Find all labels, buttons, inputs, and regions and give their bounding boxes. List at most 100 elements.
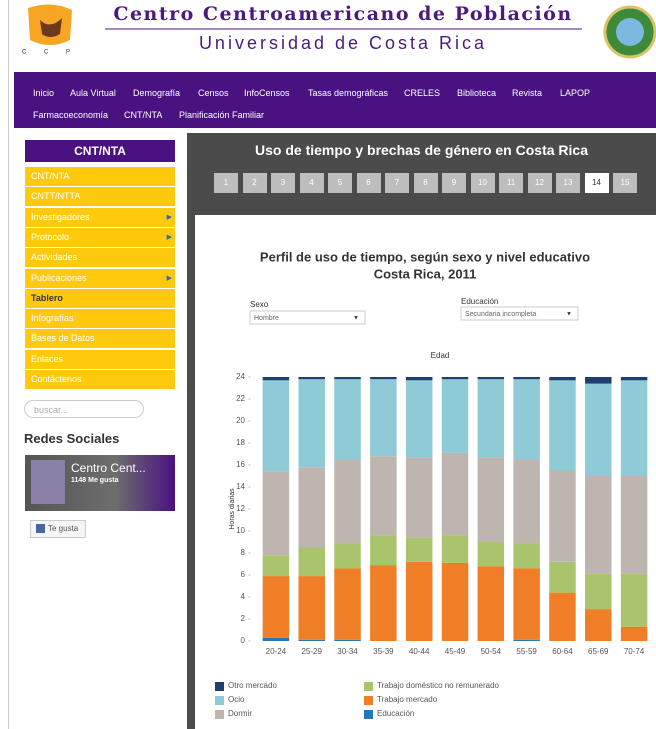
fb-widget[interactable]: Centro Cent... 1148 Me gusta (25, 455, 175, 511)
bar-segment (442, 379, 469, 453)
bar-segment (406, 380, 433, 457)
sidebar-link-text: Infografías (31, 313, 74, 323)
bar-segment (370, 456, 397, 535)
bar-segment (478, 566, 505, 641)
sidebar-link[interactable]: Bases de Datos (25, 329, 175, 348)
page-button[interactable]: 5 (328, 173, 352, 193)
page-button[interactable]: 3 (271, 173, 295, 193)
bar-segment (549, 377, 576, 380)
sidebar-link-text: Protocolo (31, 232, 69, 242)
x-tick-label: 60-64 (552, 647, 573, 656)
sidebar-link-text: CNTT/NTTA (31, 191, 80, 201)
y-tick-label: 20 (236, 416, 245, 425)
y-tick-label: 0 (241, 636, 246, 645)
legend-label: Trabajo mercado (377, 695, 438, 704)
sidebar-link[interactable]: Infografías (25, 309, 175, 328)
page-button[interactable]: 8 (414, 173, 438, 193)
select-arrow: ▼ (566, 312, 572, 318)
page-button[interactable]: 12 (528, 173, 552, 193)
page-button[interactable]: 14 (585, 173, 609, 193)
bar-segment (406, 377, 433, 380)
nav-link[interactable]: CRELES (404, 88, 440, 98)
sidebar-link[interactable]: Tablero (25, 289, 175, 308)
bar-segment (406, 562, 433, 641)
nav-link[interactable]: Revista (512, 88, 542, 98)
bar-segment (370, 377, 397, 379)
x-tick-label: 35-39 (373, 647, 394, 656)
fb-likes: 1148 Me gusta (71, 477, 118, 484)
bar-segment (585, 476, 612, 574)
like-button[interactable]: Te gusta (30, 520, 86, 538)
nav-link[interactable]: LAPOP (560, 88, 590, 98)
page-button[interactable]: 11 (499, 173, 523, 193)
sidebar-link[interactable]: Actividades (25, 248, 175, 267)
sidebar-link-text: CNT/NTA (31, 171, 69, 181)
bar-segment (442, 535, 469, 563)
social-heading: Redes Sociales (24, 431, 119, 446)
page-button[interactable]: 1 (214, 173, 238, 193)
bar-segment (334, 379, 361, 459)
bar-segment (621, 627, 648, 641)
nav-link[interactable]: Demografía (133, 88, 180, 98)
header: C C P Centro Centroamericano de Població… (0, 0, 656, 70)
nav-link[interactable]: CNT/NTA (124, 110, 162, 120)
page-button[interactable]: 9 (442, 173, 466, 193)
nav-link[interactable]: Farmacoeconomía (33, 110, 108, 120)
sidebar-link[interactable]: CNTT/NTTA (25, 187, 175, 206)
sidebar-link[interactable]: Investigadores▶ (25, 208, 175, 227)
bar-segment (513, 543, 540, 568)
page-button[interactable]: 7 (385, 173, 409, 193)
bar-segment (334, 460, 361, 544)
sidebar-link-text: Tablero (31, 293, 63, 303)
y-tick-label: 6 (241, 570, 246, 579)
nav-link[interactable]: Tasas demográficas (308, 88, 388, 98)
bar-segment (298, 467, 325, 547)
bar-segment (478, 379, 505, 457)
nav-link[interactable]: Planificación Familiar (179, 110, 264, 120)
edu-value: Secundaria incompleta (465, 311, 536, 318)
bar-segment (298, 576, 325, 640)
page-button[interactable]: 13 (556, 173, 580, 193)
fb-icon (36, 524, 45, 533)
x-tick-label: 20-24 (266, 647, 287, 656)
sidebar-link[interactable]: CNT/NTA (25, 167, 175, 186)
page-button[interactable]: 6 (357, 173, 381, 193)
bar-segment (334, 543, 361, 568)
sidebar-link[interactable]: Protocolo▶ (25, 228, 175, 247)
nav-link[interactable]: InfoCensos (244, 88, 290, 98)
bar-segment (585, 574, 612, 609)
bar-segment (549, 471, 576, 562)
legend-label: Educación (377, 709, 414, 718)
bar-segment (263, 638, 290, 641)
sidebar-link[interactable]: Enlaces (25, 350, 175, 369)
ucr-logo-inner (616, 18, 644, 46)
sidebar-heading: CNT/NTA (25, 140, 175, 162)
bar-segment (513, 640, 540, 641)
sidebar-link[interactable]: Contáctenos (25, 370, 175, 389)
bar-segment (621, 574, 648, 627)
nav-link[interactable]: Biblioteca (457, 88, 496, 98)
search-box[interactable]: buscar... (24, 400, 144, 418)
chart-title: Perfil de uso de tiempo, según sexo y ni… (260, 249, 590, 264)
fb-name: Centro Cent... (71, 461, 146, 475)
page-button[interactable]: 10 (471, 173, 495, 193)
page-button[interactable]: 15 (613, 173, 637, 193)
bar-segment (513, 460, 540, 544)
x-tick-label: 40-44 (409, 647, 430, 656)
legend-swatch (215, 682, 224, 691)
sidebar-link-text: Bases de Datos (31, 333, 95, 343)
sidebar-link-text: Actividades (31, 252, 77, 262)
legend-swatch (364, 696, 373, 705)
legend-label: Otro mercado (228, 681, 277, 690)
sidebar-link[interactable]: Publicaciones▶ (25, 269, 175, 288)
page-button[interactable]: 2 (243, 173, 267, 193)
bar-segment (513, 568, 540, 640)
page-button[interactable]: 4 (300, 173, 324, 193)
nav-link[interactable]: Inicio (33, 88, 54, 98)
nav-link[interactable]: Censos (198, 88, 229, 98)
x-tick-label: 25-29 (301, 647, 322, 656)
sidebar-link-text: Contáctenos (31, 374, 82, 384)
nav-link[interactable]: Aula Virtual (70, 88, 116, 98)
bar-segment (370, 379, 397, 456)
bar-segment (549, 562, 576, 593)
